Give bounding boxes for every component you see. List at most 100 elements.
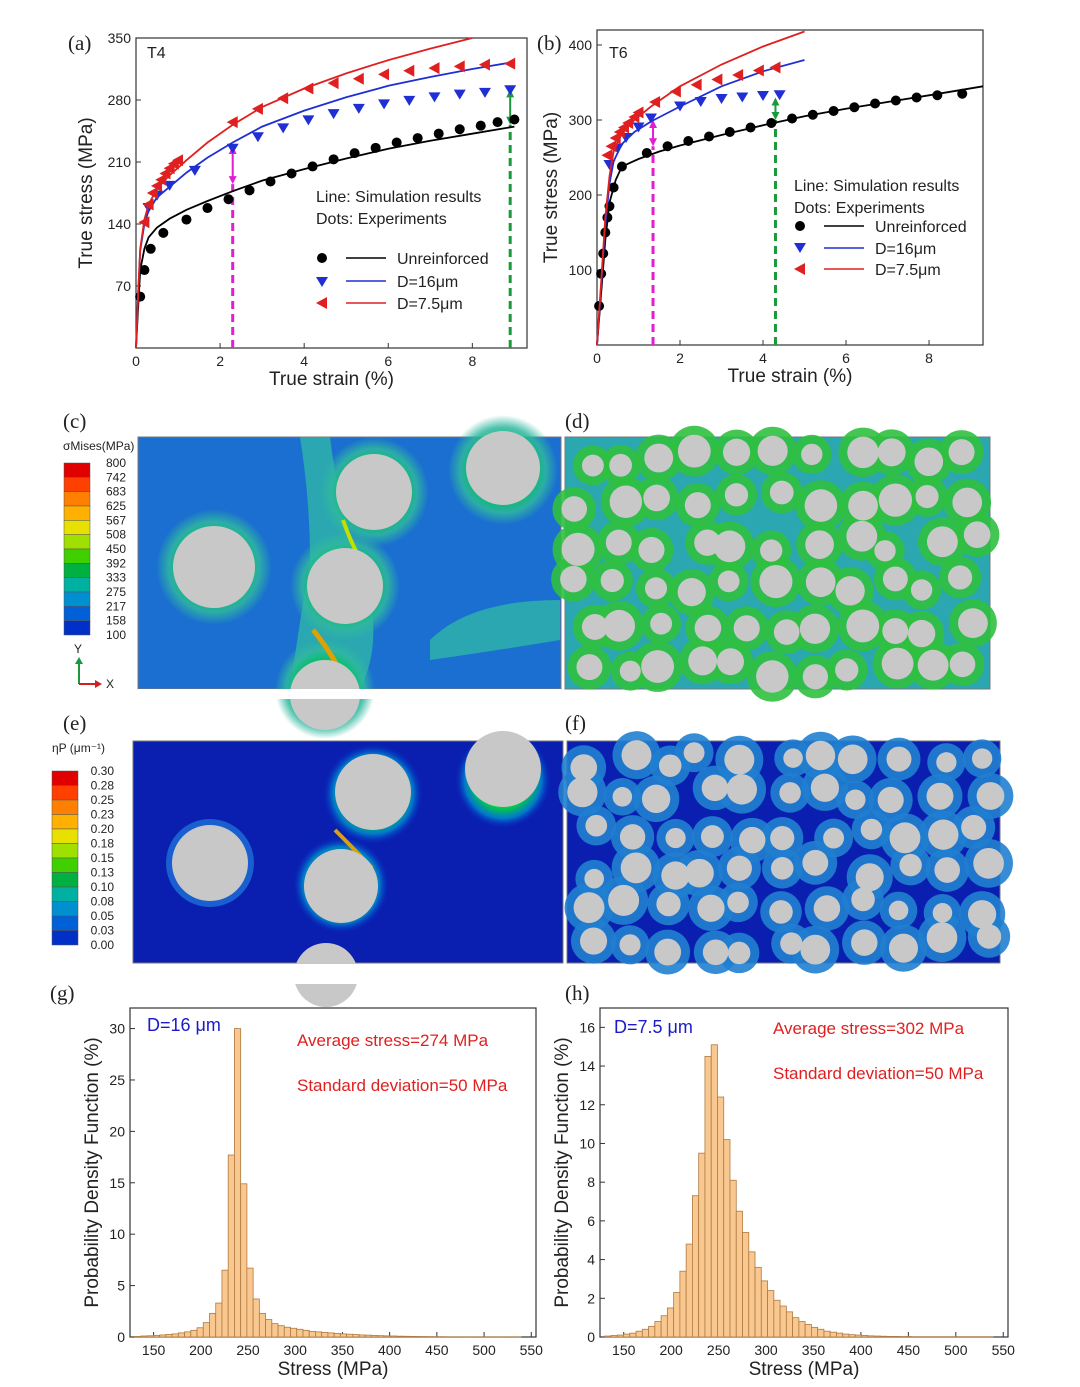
legend-marker-d16 (316, 277, 328, 287)
particle (739, 826, 766, 854)
contour-c-band (430, 600, 560, 660)
contour-c-particle (336, 454, 412, 530)
colorbar-swatch (63, 477, 91, 492)
histogram-bar (804, 1324, 812, 1338)
contour-c-clip (138, 689, 561, 699)
colorbar-swatch (51, 814, 79, 830)
experiment-point (138, 216, 150, 229)
particle (641, 650, 675, 683)
x-tick-label: 250 (707, 1342, 731, 1358)
y-tick-label: 350 (108, 30, 132, 46)
histogram-bar (315, 1331, 323, 1338)
histogram-bar (641, 1328, 649, 1338)
histogram-bar (327, 1332, 335, 1338)
colorbar-swatch (63, 548, 91, 564)
experiment-point (172, 154, 184, 167)
particle (756, 660, 789, 693)
histogram-bar (710, 1044, 718, 1338)
panel-label-b: (b) (537, 31, 562, 55)
experiment-point (454, 124, 465, 135)
y-tick-label: 200 (569, 187, 593, 203)
experiment-point (690, 78, 702, 91)
x-tick-label: 200 (189, 1342, 213, 1358)
particle (757, 435, 788, 466)
experiment-point (478, 87, 491, 98)
particle (688, 646, 718, 676)
particle (963, 521, 991, 549)
experiment-point (135, 291, 146, 302)
particle (846, 609, 880, 643)
chart-b-legend: Unreinforced D=16μm D=7.5μm (794, 219, 967, 279)
simulation-line (596, 30, 805, 346)
experiment-point (608, 182, 619, 193)
contour-e-particle (335, 754, 411, 830)
experiment-point (787, 113, 798, 124)
panel-label-g: (g) (50, 981, 75, 1005)
colorbar-swatch (51, 930, 79, 946)
colorbar-swatch (51, 901, 79, 917)
histogram-bar (171, 1333, 179, 1338)
x-tick-label: 300 (284, 1342, 308, 1358)
y-tick-label: 10 (109, 1226, 125, 1242)
contour-map-c-von-mises-d16 (137, 415, 562, 739)
particle (677, 434, 711, 468)
histogram-bar (202, 1322, 210, 1338)
histogram-bar (165, 1334, 173, 1338)
triad-x-label: X (106, 677, 114, 691)
plot-frame (129, 1007, 537, 1338)
legend-marker-unreinforced (795, 221, 805, 231)
x-tick-label: 8 (468, 353, 476, 369)
histogram-bar (760, 1280, 768, 1338)
particle (976, 924, 1002, 949)
x-tick-label: 350 (802, 1342, 826, 1358)
experiment-point (352, 72, 364, 85)
y-tick-label: 14 (579, 1058, 595, 1074)
particle (779, 782, 801, 804)
experiment-point (932, 90, 943, 101)
y-tick-label: 140 (108, 216, 132, 232)
x-axis-label: Stress (MPa) (278, 1359, 389, 1380)
colorbar-tick-label: 0.20 (91, 822, 115, 836)
particle (770, 826, 795, 851)
particle (846, 520, 878, 552)
experiment-point (158, 227, 169, 238)
particle (910, 579, 933, 601)
particle (813, 895, 841, 922)
colorbar-tick-label: 275 (106, 585, 126, 599)
experiment-point (302, 82, 314, 95)
histogram-bar (660, 1315, 668, 1338)
particle (605, 529, 632, 556)
colorbar-swatch (63, 577, 91, 593)
particle (773, 619, 800, 645)
histogram-bar (215, 1302, 223, 1338)
experiment-point (715, 94, 728, 104)
experiment-point (609, 132, 621, 144)
histogram-bar (402, 1335, 410, 1338)
particle (677, 578, 706, 607)
experiment-point (711, 73, 723, 86)
histogram-bar (321, 1331, 329, 1338)
colorbar-tick-label: 0.03 (91, 924, 115, 938)
histogram-bar (277, 1325, 285, 1338)
histogram-bar (159, 1334, 167, 1338)
y-axis-label: Probability Density Function (%) (82, 1037, 103, 1307)
legend-marker-d75 (794, 263, 805, 275)
colorbar-swatch (63, 591, 91, 607)
arrow-head-icon (771, 112, 780, 120)
experiment-point (145, 243, 156, 254)
particle (926, 526, 958, 558)
colorbar-swatch (51, 770, 79, 786)
experiment-point (509, 114, 520, 125)
histogram-bar (333, 1333, 341, 1338)
particle (650, 612, 673, 635)
contour-d-particles (551, 425, 1000, 702)
chart-g-average-stress: Average stress=274 MPa (297, 1031, 489, 1050)
triad-x-arrow-icon (95, 680, 102, 688)
histogram-bar (886, 1336, 894, 1338)
particle (947, 565, 973, 590)
y-tick-label: 25 (109, 1072, 125, 1088)
particle (886, 746, 912, 772)
experiment-point (155, 173, 167, 186)
experiment-point (349, 148, 360, 159)
